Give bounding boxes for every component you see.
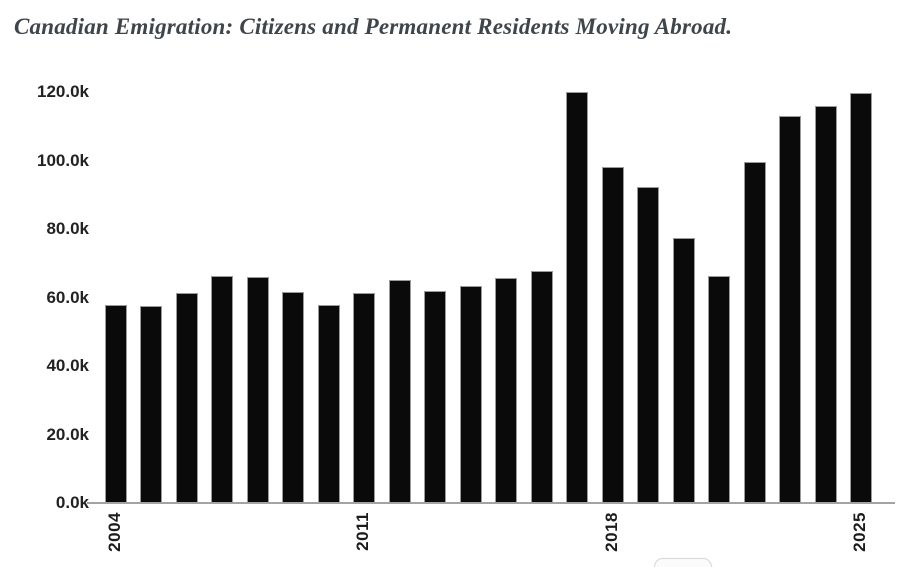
y-tick-label: 100.0k xyxy=(37,150,89,170)
bar-2013[interactable] xyxy=(424,290,446,503)
y-tick-label: 40.0k xyxy=(46,356,89,375)
bar-2022[interactable] xyxy=(743,161,766,503)
y-tick-label: 60.0k xyxy=(46,287,89,307)
y-tick-label: 0.0k xyxy=(55,493,89,512)
bar-2025[interactable] xyxy=(850,92,872,503)
y-tick-label: 20.0k xyxy=(46,424,89,444)
x-tick-label: 2025 xyxy=(850,512,869,552)
y-tick-label: 120.0k xyxy=(37,82,89,101)
partial-toolbar-button[interactable] xyxy=(654,558,712,567)
bar-2005[interactable] xyxy=(140,306,162,503)
bar-2012[interactable] xyxy=(388,280,411,503)
bar-2008[interactable] xyxy=(246,277,269,503)
bar-2017[interactable] xyxy=(566,92,588,503)
bar-2021[interactable] xyxy=(708,275,730,503)
bar-2010[interactable] xyxy=(317,305,340,503)
bar-2009[interactable] xyxy=(282,292,304,503)
x-tick-label: 2018 xyxy=(601,512,621,552)
x-axis-line xyxy=(87,502,895,504)
x-tick-label: 2004 xyxy=(104,512,124,552)
bar-2007[interactable] xyxy=(211,275,233,503)
bar-2014[interactable] xyxy=(459,285,482,503)
bar-2020[interactable] xyxy=(672,238,695,503)
bar-2011[interactable] xyxy=(353,293,375,503)
bar-2019[interactable] xyxy=(637,187,659,503)
bar-2016[interactable] xyxy=(530,271,553,503)
bar-2004[interactable] xyxy=(104,305,127,503)
y-tick-label: 80.0k xyxy=(46,219,89,238)
bar-2006[interactable] xyxy=(175,293,198,503)
bar-2018[interactable] xyxy=(601,166,624,503)
chart-title: Canadian Emigration: Citizens and Perman… xyxy=(14,14,733,39)
bar-2015[interactable] xyxy=(495,278,517,503)
bar-2024[interactable] xyxy=(814,105,837,503)
bar-2023[interactable] xyxy=(779,115,801,503)
x-tick-label: 2011 xyxy=(353,512,372,551)
